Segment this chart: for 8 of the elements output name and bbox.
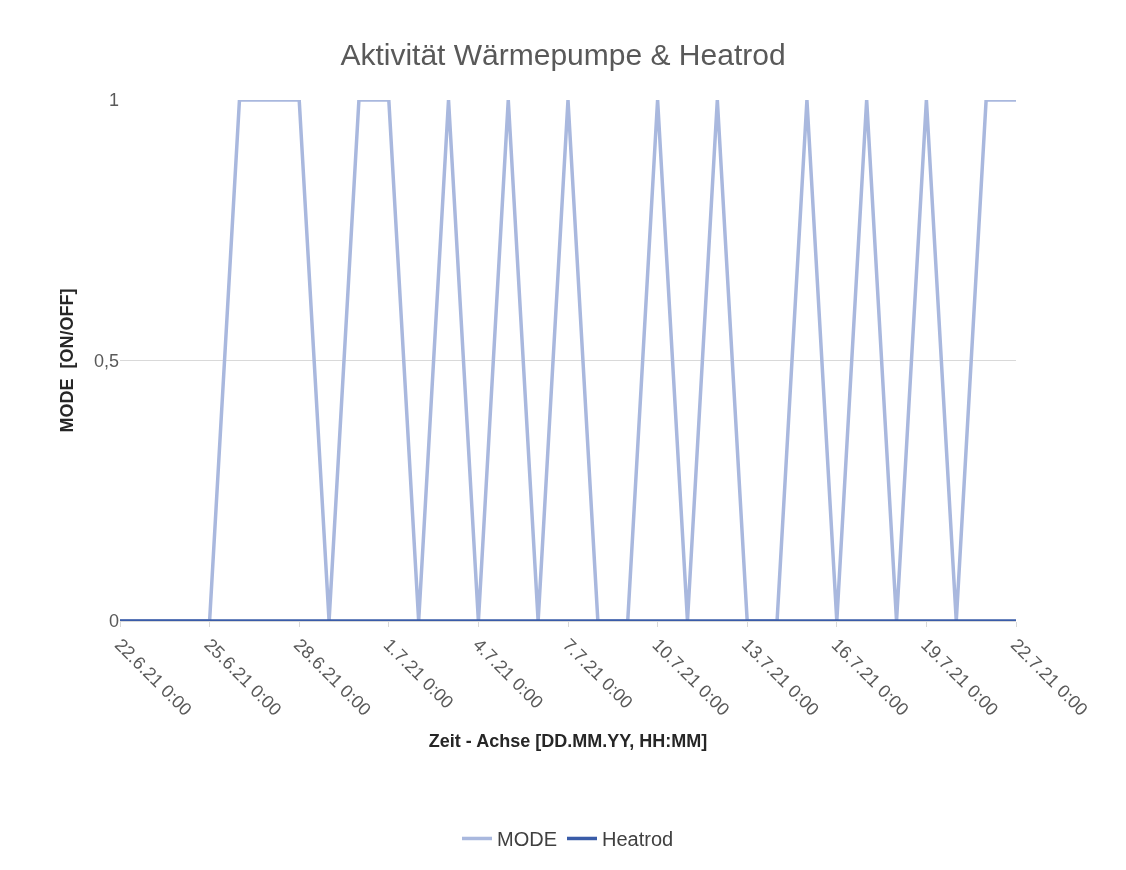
chart-title: Aktivität Wärmepumpe & Heatrod [340, 37, 786, 71]
y-tick-label: 0,5 [93, 350, 119, 371]
legend-label: MODE [497, 828, 557, 851]
x-axis-title: Zeit - Achse [DD.MM.YY, HH:MM] [428, 730, 708, 751]
legend-label: Heatrod [602, 828, 674, 851]
y-axis-title: MODE [ON/OFF] [57, 288, 78, 433]
y-tick-label: 0 [108, 611, 119, 632]
y-tick-label: 1 [108, 90, 119, 111]
